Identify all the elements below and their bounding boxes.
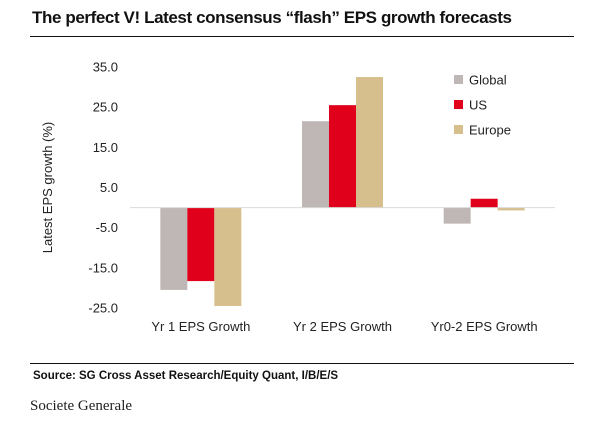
bar-global-1: [160, 207, 188, 290]
y-tick-label: 15.0: [93, 140, 118, 155]
y-tick-label: -15.0: [88, 260, 118, 275]
legend: Global US Europe: [454, 73, 511, 138]
x-category-label: Yr0-2 EPS Growth: [431, 319, 538, 334]
bar-us-2: [329, 105, 356, 208]
x-category-label: Yr 1 EPS Growth: [151, 319, 250, 334]
source-note: Source: SG Cross Asset Research/Equity Q…: [33, 370, 339, 382]
legend-label-us: US: [469, 98, 487, 113]
y-tick-label: 25.0: [93, 100, 118, 115]
bar-europe-2: [356, 77, 383, 208]
legend-swatch-global: [454, 75, 463, 84]
bar-global-3: [443, 207, 471, 224]
category-labels: Yr 1 EPS Growth Yr 2 EPS Growth Yr0-2 EPS …: [151, 319, 537, 334]
y-tick-label: 35.0: [93, 60, 118, 75]
legend-swatch-europe: [454, 125, 463, 134]
y-tick-label: -5.0: [96, 220, 118, 235]
legend-label-europe: Europe: [469, 123, 511, 138]
bar-us-1: [187, 207, 215, 282]
bar-europe-1: [214, 207, 242, 306]
y-axis-ticks: 35.0 25.0 15.0 5.0 -5.0 -15.0 -25.0: [88, 60, 118, 316]
legend-label-global: Global: [469, 73, 507, 88]
bar-europe-3: [497, 207, 525, 211]
y-tick-label: 5.0: [100, 180, 118, 195]
y-axis-title: Latest EPS growth (%): [40, 122, 55, 254]
x-category-label: Yr 2 EPS Growth: [293, 319, 392, 334]
y-tick-label: -25.0: [88, 301, 118, 316]
source-rule: [30, 363, 574, 364]
legend-swatch-us: [454, 100, 463, 109]
bars: [160, 77, 525, 306]
chart-title: The perfect V! Latest consensus “flash” …: [32, 8, 512, 27]
bar-us-3: [470, 198, 498, 208]
bar-global-2: [302, 121, 329, 208]
title-rule: [30, 36, 574, 37]
footer-credit: Societe Generale: [30, 398, 133, 414]
